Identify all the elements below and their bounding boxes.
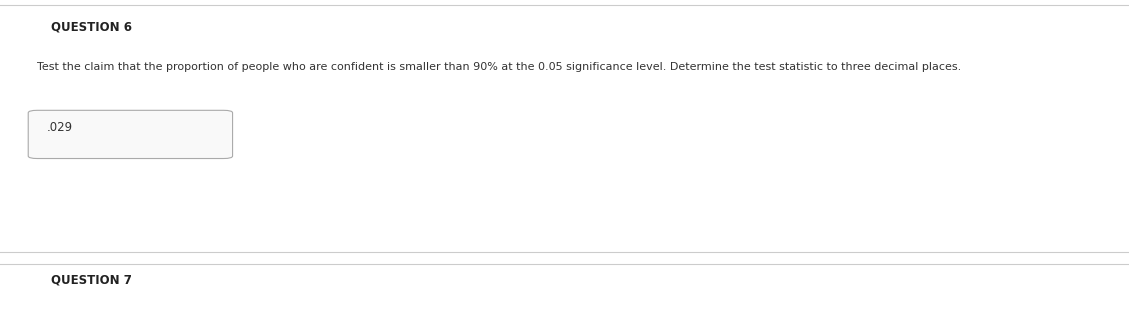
FancyBboxPatch shape xyxy=(28,110,233,159)
Text: QUESTION 7: QUESTION 7 xyxy=(51,273,132,286)
Text: QUESTION 6: QUESTION 6 xyxy=(51,20,132,33)
Text: .029: .029 xyxy=(46,121,72,133)
Text: Test the claim that the proportion of people who are confident is smaller than 9: Test the claim that the proportion of pe… xyxy=(37,62,962,72)
